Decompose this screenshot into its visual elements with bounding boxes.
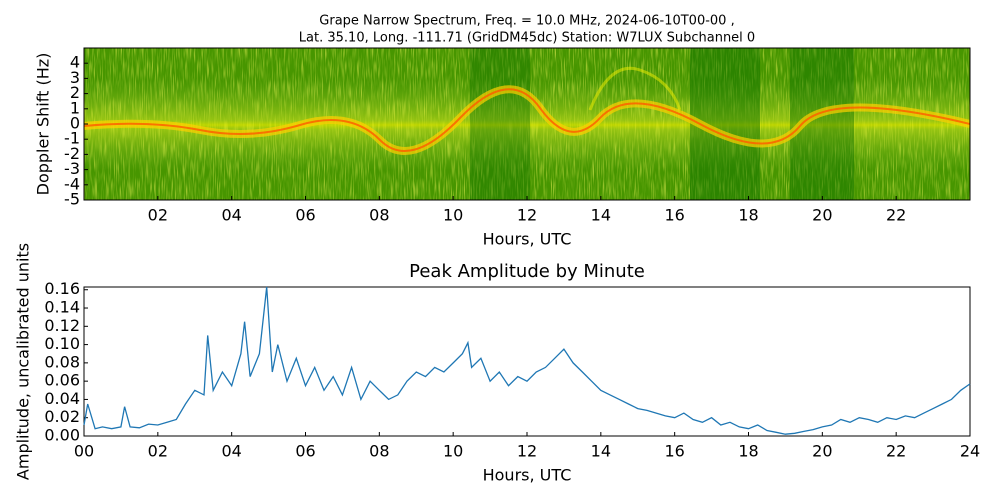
x-tick-label: 02: [148, 442, 168, 461]
x-tick-label: 16: [664, 442, 684, 461]
y-tick-label: -4: [64, 174, 80, 193]
x-axis-label: Hours, UTC: [483, 230, 572, 249]
chart-subtitle: Lat. 35.10, Long. -111.71 (GridDM45dc) S…: [299, 31, 755, 46]
x-tick-label: 20: [812, 442, 832, 461]
y-tick-label: 0.04: [44, 389, 80, 408]
x-tick-label: 02: [148, 206, 168, 225]
x-tick-label: 24: [960, 442, 980, 461]
x-tick-label: 12: [517, 442, 537, 461]
plot-frame: [83, 286, 971, 437]
y-tick-label: -1: [64, 129, 80, 148]
y-tick-label: 3: [70, 68, 80, 87]
y-tick-label: -5: [64, 190, 80, 209]
x-tick-label: 06: [295, 206, 315, 225]
spectrogram-feature: [588, 67, 682, 111]
y-tick-label: 0: [70, 114, 80, 133]
y-tick-label: -2: [64, 144, 80, 163]
x-tick-label: 14: [591, 442, 611, 461]
y-tick-label: 2: [70, 83, 80, 102]
y-tick-label: 0.12: [44, 316, 80, 335]
y-tick-label: 0.00: [44, 426, 80, 445]
x-tick-label: 20: [812, 206, 832, 225]
y-tick-label: -3: [64, 159, 80, 178]
x-axis-label: Hours, UTC: [483, 466, 572, 485]
spectrogram-image: [84, 48, 970, 200]
x-tick-label: 14: [591, 206, 611, 225]
x-tick-label: 12: [517, 206, 537, 225]
x-tick-label: 10: [443, 442, 463, 461]
y-tick-label: 0.10: [44, 334, 80, 353]
y-tick-label: 4: [70, 53, 80, 72]
y-tick-label: 0.08: [44, 352, 80, 371]
x-tick-label: 08: [369, 442, 389, 461]
x-tick-label: 18: [738, 206, 758, 225]
y-tick-label: 0.06: [44, 371, 80, 390]
amplitude-line: [83, 286, 971, 435]
x-tick-label: 08: [369, 206, 389, 225]
y-tick-label: 0.14: [44, 298, 80, 317]
y-axis-label: Amplitude, uncalibrated units: [14, 243, 33, 480]
chart-title: Peak Amplitude by Minute: [409, 261, 645, 282]
x-tick-label: 18: [738, 442, 758, 461]
chart-title: Grape Narrow Spectrum, Freq. = 10.0 MHz,…: [319, 14, 734, 29]
y-tick-label: 1: [70, 98, 80, 117]
y-tick-label: 0.16: [44, 279, 80, 298]
spectrogram-ridge: [84, 88, 970, 152]
x-tick-label: 16: [664, 206, 684, 225]
x-tick-label: 10: [443, 206, 463, 225]
y-tick-label: 0.02: [44, 407, 80, 426]
x-tick-label: 04: [221, 442, 241, 461]
x-tick-label: 00: [74, 442, 94, 461]
spectrogram-dark-block: [470, 48, 530, 200]
x-tick-label: 06: [295, 442, 315, 461]
x-tick-label: 22: [886, 442, 906, 461]
x-tick-label: 04: [221, 206, 241, 225]
y-axis-label: Doppler Shift (Hz): [34, 53, 53, 196]
x-tick-label: 22: [886, 206, 906, 225]
